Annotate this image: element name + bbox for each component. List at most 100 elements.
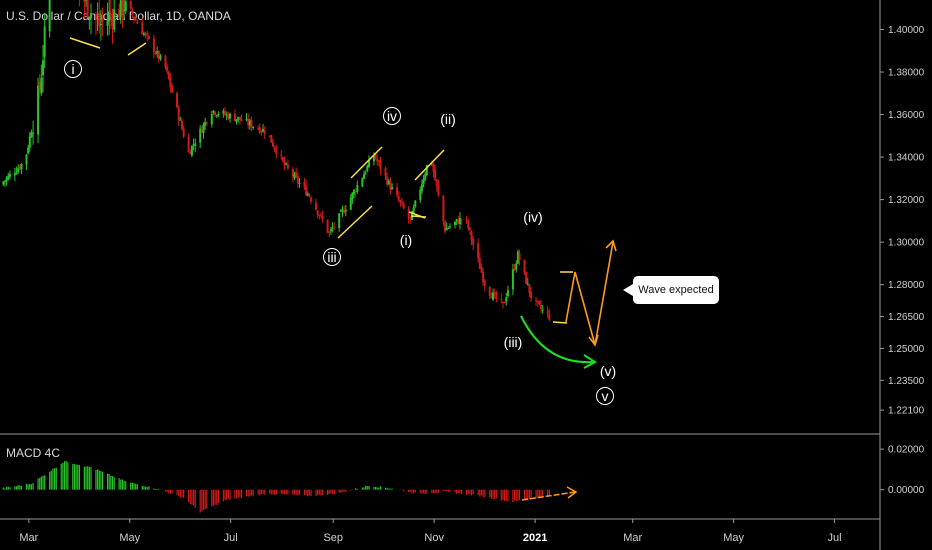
candle-body — [447, 227, 450, 229]
candle-body — [321, 215, 324, 220]
candle-body — [420, 184, 423, 192]
candle-body — [500, 299, 503, 301]
candle-body — [366, 165, 369, 172]
candle-body — [157, 50, 160, 60]
candle-body — [353, 190, 356, 195]
candle-body — [548, 313, 551, 320]
candle-body — [386, 176, 389, 185]
candle-body — [343, 210, 346, 213]
candle-body — [419, 189, 422, 201]
yellow-trendline — [350, 146, 383, 179]
candle-body — [535, 299, 538, 301]
yellow-trendline — [337, 205, 373, 239]
candle-body — [133, 16, 136, 19]
yellow-trendline — [127, 42, 147, 56]
candle-body — [445, 228, 448, 231]
candle-body — [25, 154, 28, 165]
candle-body — [362, 174, 365, 179]
y-tick-label: 1.23500 — [888, 376, 925, 387]
candle-body — [374, 154, 377, 159]
candle-body — [257, 128, 260, 130]
yellow-trendline — [69, 37, 101, 49]
candle-body — [98, 13, 101, 27]
candle-body — [298, 182, 301, 184]
candle-body — [212, 110, 215, 113]
candle-body — [235, 119, 238, 122]
candle-body — [470, 231, 473, 241]
macd-histogram — [2, 460, 550, 513]
candle-body — [401, 202, 404, 204]
candle-body — [166, 66, 169, 72]
candle-body — [40, 77, 43, 94]
y-tick-label: 1.40000 — [888, 25, 925, 36]
candle-body — [176, 93, 179, 108]
y-tick-label: 1.22100 — [888, 406, 925, 417]
candle-body — [308, 194, 311, 197]
candle-body — [217, 114, 220, 116]
candle-body — [200, 129, 203, 133]
candle-body — [5, 177, 8, 181]
y-tick-label: 1.36000 — [888, 110, 925, 121]
candle-body — [106, 20, 109, 26]
projected-wave-path — [565, 241, 614, 346]
candle-body — [306, 193, 309, 196]
candle-body — [511, 269, 514, 290]
candle-body — [425, 164, 428, 175]
candle-body — [194, 143, 197, 146]
candle-body — [88, 16, 91, 19]
candle-body — [530, 291, 533, 299]
candle-body — [121, 0, 124, 15]
candle-body — [315, 202, 318, 210]
candle-body — [169, 77, 172, 88]
candle-body — [89, 13, 92, 19]
candle-body — [538, 301, 541, 305]
candle-body — [131, 9, 134, 15]
x-tick-label: Mar — [19, 532, 38, 544]
candle-body — [202, 124, 205, 134]
candle-body — [20, 164, 23, 170]
candle-body — [296, 175, 299, 183]
candle-body — [344, 209, 347, 212]
candle-body — [8, 173, 11, 177]
candle-body — [280, 154, 283, 156]
candle-body — [124, 1, 127, 12]
candle-body — [101, 18, 104, 22]
y-tick-label: 1.26500 — [888, 312, 925, 323]
candle-body — [316, 210, 319, 215]
candle-body — [541, 309, 544, 311]
candle-body — [119, 0, 122, 17]
candle-body — [516, 251, 519, 264]
candle-body — [248, 120, 251, 126]
candle-body — [490, 296, 493, 299]
candle-body — [247, 118, 250, 126]
candle-body — [372, 155, 375, 162]
candle-body — [449, 226, 452, 228]
candle-body — [457, 219, 460, 224]
wave-label: (i) — [400, 232, 412, 248]
candle-body — [204, 121, 207, 126]
candle-body — [283, 159, 286, 166]
candle-body — [260, 131, 263, 133]
candle-body — [397, 196, 400, 201]
candle-body — [453, 221, 456, 225]
candle-body — [263, 130, 266, 134]
candle-body — [205, 122, 208, 124]
candle-body — [354, 190, 357, 192]
candle-body — [505, 297, 508, 302]
candle-body — [349, 197, 352, 210]
candle-body — [250, 119, 253, 128]
candle-body — [526, 283, 529, 285]
candle-body — [48, 0, 51, 32]
wave-label: (iii) — [504, 334, 523, 350]
candle-body — [414, 200, 417, 207]
wave-label: iv — [387, 108, 397, 124]
candle-body — [407, 208, 410, 219]
candle-body — [379, 160, 382, 170]
candle-body — [528, 284, 531, 294]
candle-body — [492, 292, 495, 300]
candle-body — [495, 292, 498, 299]
candle-body — [152, 38, 155, 53]
candle-body — [83, 0, 86, 2]
